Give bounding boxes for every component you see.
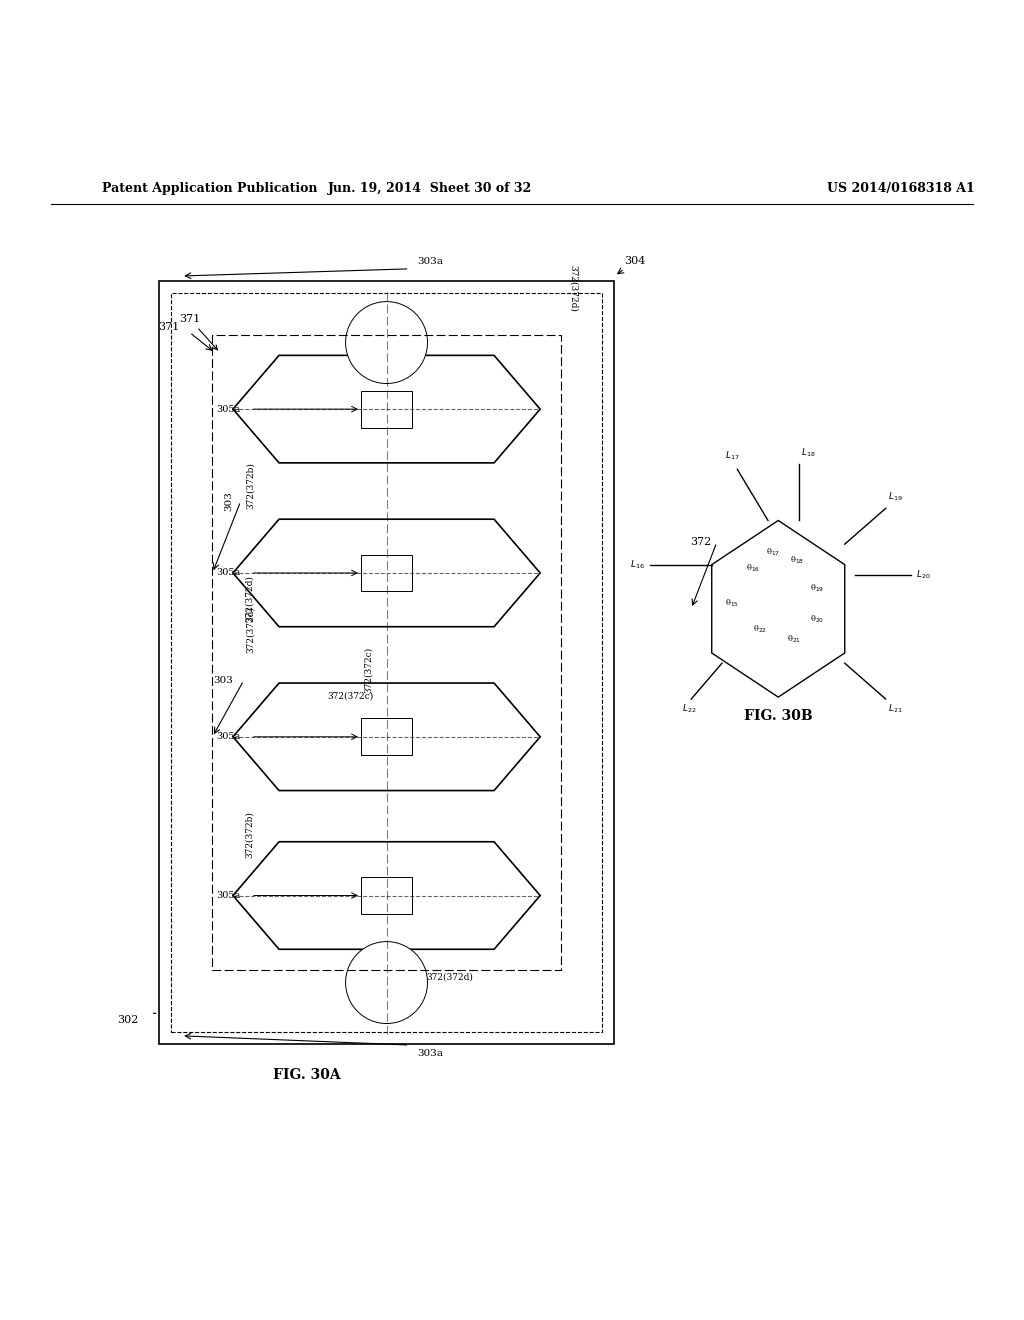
Bar bbox=[360, 391, 412, 428]
Circle shape bbox=[345, 941, 428, 1023]
Text: 372(372d): 372(372d) bbox=[426, 973, 473, 982]
Circle shape bbox=[345, 301, 428, 384]
Polygon shape bbox=[232, 355, 541, 463]
Polygon shape bbox=[232, 519, 541, 627]
Text: θ$_{20}$: θ$_{20}$ bbox=[810, 614, 824, 624]
Bar bbox=[360, 718, 412, 755]
Text: 303a: 303a bbox=[417, 1049, 443, 1059]
Text: 305a: 305a bbox=[216, 733, 241, 742]
Text: US 2014/0168318 A1: US 2014/0168318 A1 bbox=[827, 182, 975, 195]
Text: 305a: 305a bbox=[216, 405, 241, 413]
Text: 372(372d): 372(372d) bbox=[247, 606, 255, 652]
Bar bbox=[159, 281, 614, 1044]
Polygon shape bbox=[712, 520, 845, 697]
Text: θ$_{19}$: θ$_{19}$ bbox=[810, 582, 824, 594]
Polygon shape bbox=[232, 842, 541, 949]
Text: FIG. 30A: FIG. 30A bbox=[273, 1068, 341, 1081]
Text: 303: 303 bbox=[214, 676, 233, 685]
Text: $L_{20}$: $L_{20}$ bbox=[916, 569, 931, 581]
Text: 372(372c): 372(372c) bbox=[328, 692, 374, 701]
Text: θ$_{21}$: θ$_{21}$ bbox=[786, 634, 801, 645]
Text: $L_{16}$: $L_{16}$ bbox=[631, 558, 645, 570]
Text: 372(372c): 372(372c) bbox=[365, 647, 373, 693]
Text: FIG. 30B: FIG. 30B bbox=[743, 709, 813, 723]
Text: 371: 371 bbox=[158, 322, 179, 333]
Text: 371: 371 bbox=[179, 314, 217, 350]
Text: 305a: 305a bbox=[216, 891, 241, 900]
Bar bbox=[360, 876, 412, 913]
Text: 303: 303 bbox=[224, 491, 233, 511]
Text: 372(372d): 372(372d) bbox=[245, 576, 254, 622]
Text: θ$_{18}$: θ$_{18}$ bbox=[790, 554, 804, 566]
Text: θ$_{22}$: θ$_{22}$ bbox=[753, 623, 767, 635]
Text: 372(372b): 372(372b) bbox=[247, 462, 255, 510]
Text: 372(372d): 372(372d) bbox=[569, 265, 578, 312]
Text: $L_{22}$: $L_{22}$ bbox=[682, 702, 696, 714]
Text: 372(372b): 372(372b) bbox=[245, 810, 254, 858]
Text: $L_{19}$: $L_{19}$ bbox=[888, 491, 902, 503]
Polygon shape bbox=[232, 682, 541, 791]
Text: $L_{18}$: $L_{18}$ bbox=[801, 446, 815, 459]
Bar bbox=[360, 554, 412, 591]
Text: 302: 302 bbox=[117, 1015, 138, 1026]
Text: $L_{17}$: $L_{17}$ bbox=[725, 450, 739, 462]
Text: θ$_{16}$: θ$_{16}$ bbox=[745, 562, 760, 574]
Bar bbox=[213, 335, 561, 970]
Text: 303a: 303a bbox=[417, 257, 443, 265]
Text: θ$_{17}$: θ$_{17}$ bbox=[766, 546, 780, 558]
Text: 372: 372 bbox=[690, 537, 712, 548]
Text: 305a: 305a bbox=[216, 569, 241, 577]
Text: Jun. 19, 2014  Sheet 30 of 32: Jun. 19, 2014 Sheet 30 of 32 bbox=[328, 182, 532, 195]
Text: Patent Application Publication: Patent Application Publication bbox=[102, 182, 317, 195]
Bar bbox=[171, 293, 602, 1032]
Text: $L_{21}$: $L_{21}$ bbox=[888, 702, 902, 714]
Text: 304: 304 bbox=[625, 256, 645, 265]
Text: θ$_{15}$: θ$_{15}$ bbox=[725, 598, 739, 610]
